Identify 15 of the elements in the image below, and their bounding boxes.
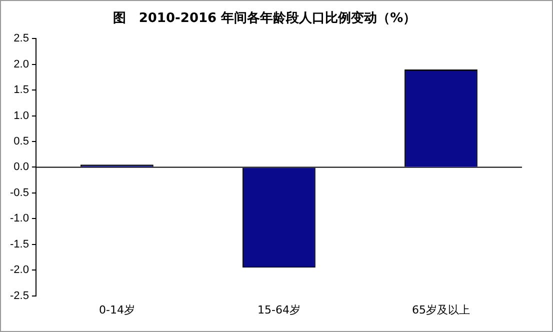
x-tick-label: 65岁及以上 — [412, 303, 470, 316]
y-tick-label: 2.0 — [14, 58, 29, 70]
y-tick-label: -0.5 — [10, 186, 29, 199]
y-tick-label: 2.5 — [14, 32, 29, 45]
x-tick-label: 0-14岁 — [98, 303, 135, 316]
chart-title: 图 2010-2016 年间各年龄段人口比例变动（%） — [112, 10, 416, 26]
y-tick-label: -2.0 — [10, 264, 29, 276]
y-tick-label: 1.5 — [14, 84, 29, 96]
y-tick-label: -1.0 — [10, 212, 29, 225]
y-tick-label: 0.5 — [14, 136, 29, 148]
y-tick-label: -2.5 — [10, 290, 29, 302]
x-tick-label: 15-64岁 — [257, 303, 300, 316]
y-tick-label: 1.0 — [14, 110, 29, 122]
y-tick-label: -1.5 — [10, 238, 29, 250]
y-tick-label: 0.0 — [14, 161, 29, 174]
